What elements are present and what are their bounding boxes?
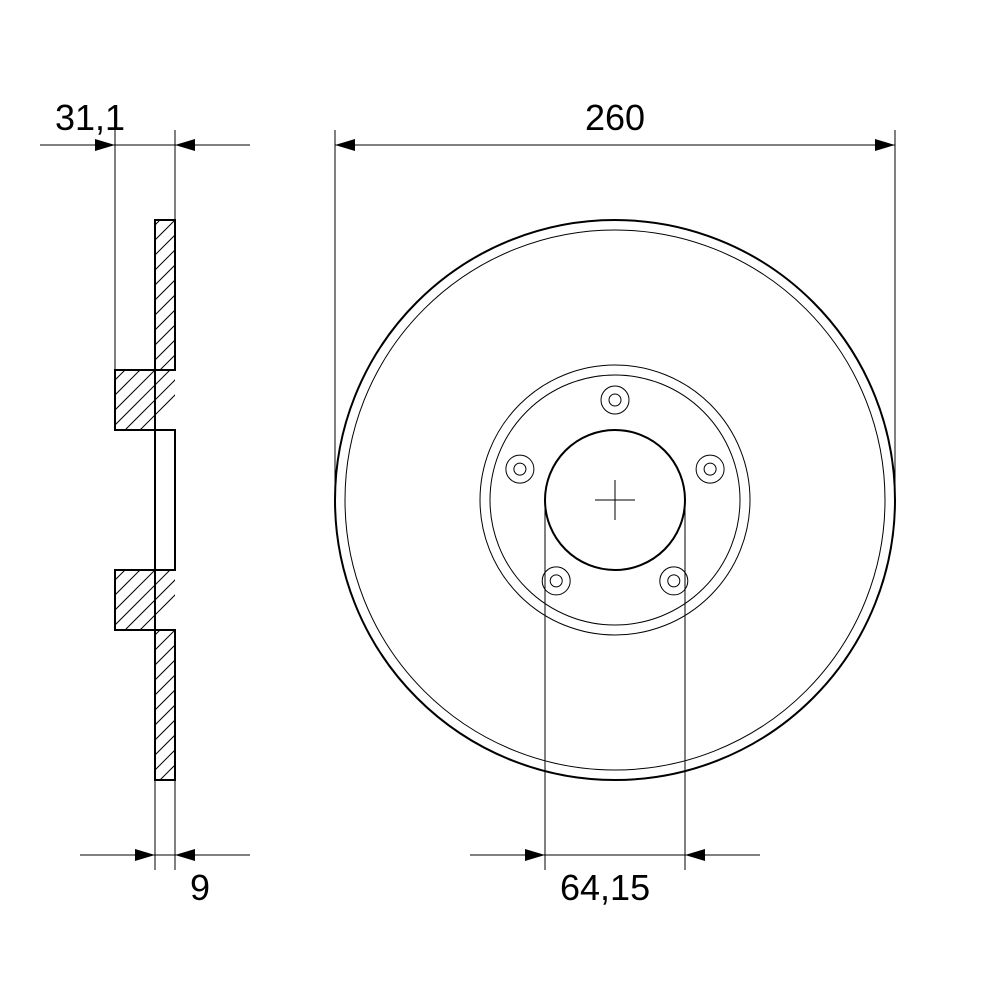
dim-od-text: 260 xyxy=(585,97,645,138)
hatching-plate-top xyxy=(140,180,200,390)
dim-outer-diameter: 260 xyxy=(335,97,895,500)
dim-thickness: 9 xyxy=(80,780,250,908)
dim-bore: 64,15 xyxy=(470,500,760,908)
technical-drawing: 31,1 260 64,15 9 xyxy=(0,0,1000,1000)
dim-width: 31,1 xyxy=(40,97,250,370)
dim-bore-text: 64,15 xyxy=(560,867,650,908)
front-view xyxy=(335,220,895,780)
dim-width-text: 31,1 xyxy=(55,97,125,138)
dim-thk-text: 9 xyxy=(190,867,210,908)
